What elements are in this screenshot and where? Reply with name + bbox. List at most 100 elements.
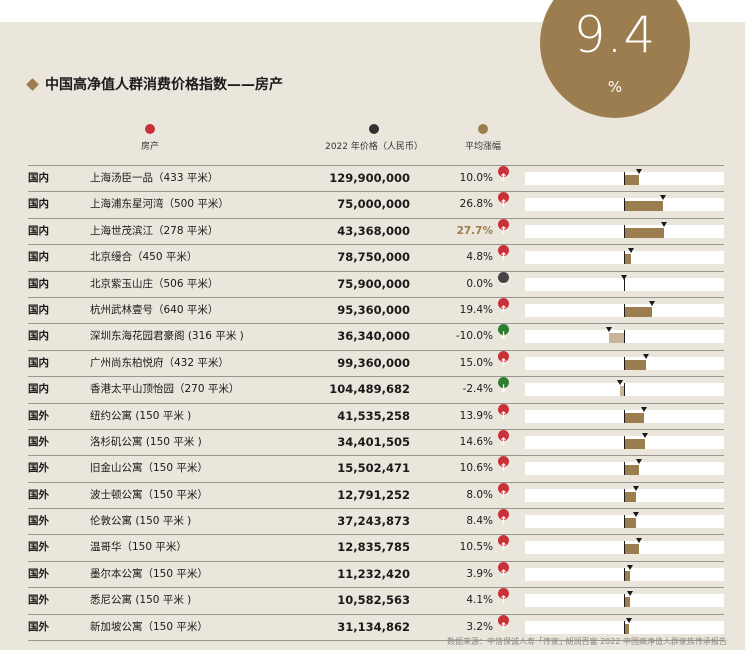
change-marker-icon: [642, 432, 649, 438]
property-name: 杭州武林壹号（640 平米）: [90, 303, 219, 316]
property-name: 温哥华（150 平米）: [90, 541, 187, 554]
region-label: 国外: [28, 567, 49, 580]
price-value: 75,000,000: [337, 197, 410, 212]
table-row: 国外 伦敦公寓 (150 平米 ) 37,243,873 8.4% ↑: [28, 509, 724, 536]
change-bar-track: [525, 591, 724, 608]
change-bar-track: [525, 538, 724, 555]
change-bar: [624, 438, 646, 449]
property-name: 悉尼公寓 (150 平米 ): [90, 594, 192, 607]
change-value: 4.1%: [466, 594, 493, 607]
price-value: 129,900,000: [329, 171, 410, 185]
change-bar-track: [525, 195, 724, 212]
region-label: 国内: [28, 383, 49, 396]
zero-axis: [624, 383, 625, 397]
table-row: 国内 上海浦东星河湾（500 平米） 75,000,000 26.8% ↑: [28, 192, 724, 219]
zero-axis: [624, 515, 625, 529]
price-value: 34,401,505: [337, 434, 410, 449]
table-row: 国内 北京紫玉山庄（506 平米） 75,900,000 0.0% –: [28, 271, 724, 298]
zero-axis: [624, 330, 625, 344]
zero-axis: [624, 462, 625, 476]
change-bar-track: [525, 617, 724, 634]
property-name: 旧金山公寓（150 平米）: [90, 462, 208, 475]
change-value: 19.4%: [459, 303, 493, 316]
change-bar: [624, 306, 653, 317]
table-row: 国内 上海世茂滨江（278 平米） 43,368,000 27.7% ↑: [28, 218, 724, 246]
region-label: 国内: [28, 330, 49, 343]
region-label: 国外: [28, 594, 49, 607]
arrow-up-icon: ↑: [498, 166, 509, 184]
red-dot-icon: [145, 124, 155, 134]
arrow-up-icon: ↑: [498, 456, 509, 474]
zero-axis: [624, 251, 625, 265]
table-row: 国内 北京缦合（450 平米） 78,750,000 4.8% ↑: [28, 245, 724, 272]
region-label: 国内: [28, 198, 49, 211]
price-value: 37,243,873: [337, 514, 410, 529]
change-bar-track: [525, 169, 724, 185]
change-marker-icon: [621, 274, 627, 280]
change-bar: [609, 333, 624, 344]
change-bar: [624, 175, 639, 185]
price-value: 36,340,000: [337, 329, 410, 344]
table-row: 国外 温哥华（150 平米） 12,835,785 10.5% ↑: [28, 535, 724, 562]
price-value: 43,368,000: [337, 223, 410, 238]
price-value: 12,791,252: [337, 487, 410, 502]
change-value: 4.8%: [466, 251, 493, 264]
change-bar-track: [525, 380, 724, 397]
dark-dot-icon: [369, 124, 379, 134]
change-bar-track: [525, 353, 724, 370]
change-marker-icon: [649, 300, 656, 306]
price-value: 104,489,682: [329, 382, 410, 397]
data-source: 数据来源：中信保诚人寿「传家」·胡润百富 2022 中国高净值人群家族传承报告: [447, 637, 727, 646]
change-value: -10.0%: [455, 330, 493, 343]
price-value: 12,835,785: [337, 540, 410, 555]
change-bar: [624, 623, 629, 634]
zero-axis: [624, 488, 625, 502]
arrow-up-icon: ↑: [498, 561, 509, 580]
legend-property-label: 房产: [140, 142, 159, 152]
table-row: 国内 上海汤臣一品（433 平米） 129,900,000 10.0% ↑: [28, 165, 724, 193]
arrow-down-icon: ↓: [498, 377, 509, 395]
change-marker-icon: [641, 406, 648, 412]
change-value: 3.9%: [466, 567, 493, 580]
average-increase-unit: %: [607, 78, 623, 96]
property-name: 北京紫玉山庄（506 平米）: [90, 277, 219, 290]
region-label: 国内: [28, 303, 49, 316]
legend-property: 房产: [120, 124, 180, 152]
arrow-up-icon: ↑: [498, 614, 509, 633]
change-value: 10.6%: [459, 462, 493, 475]
change-bar-track: [525, 248, 724, 265]
minus-icon: –: [498, 271, 509, 290]
change-value: 15.0%: [459, 356, 493, 369]
change-marker-icon: [635, 169, 642, 174]
property-name: 洛杉矶公寓 (150 平米 ): [90, 435, 202, 448]
region-label: 国外: [28, 620, 49, 633]
change-bar: [624, 570, 630, 581]
title-row: 中国高净值人群消费价格指数——房产: [26, 74, 283, 94]
arrow-up-icon: ↑: [498, 588, 509, 606]
property-name: 深圳东海花园君豪阁 (316 平米 ): [90, 330, 244, 343]
change-marker-icon: [642, 353, 649, 359]
property-name: 上海世茂滨江（278 平米）: [90, 224, 219, 237]
region-label: 国外: [28, 435, 49, 448]
region-label: 国内: [28, 224, 49, 237]
change-value: 26.8%: [459, 198, 493, 211]
change-marker-icon: [606, 327, 613, 333]
property-name: 波士顿公寓（150 平米）: [90, 488, 208, 501]
change-marker-icon: [625, 617, 632, 623]
property-name: 伦敦公寓 (150 平米 ): [90, 515, 192, 528]
arrow-up-icon: ↑: [498, 218, 509, 237]
zero-axis: [624, 620, 625, 634]
change-bar: [624, 359, 646, 370]
property-name: 新加坡公寓（150 平米）: [90, 620, 208, 633]
zero-axis: [624, 224, 625, 238]
change-value: 0.0%: [466, 277, 493, 290]
region-label: 国内: [28, 277, 49, 290]
zero-axis: [624, 435, 625, 449]
arrow-up-icon: ↑: [498, 509, 509, 527]
change-bar-track: [525, 459, 724, 476]
price-value: 78,750,000: [337, 250, 410, 265]
table-row: 国内 杭州武林壹号（640 平米） 95,360,000 19.4% ↑: [28, 297, 724, 325]
table-row: 国外 洛杉矶公寓 (150 平米 ) 34,401,505 14.6% ↑: [28, 429, 724, 457]
property-table: 国内 上海汤臣一品（433 平米） 129,900,000 10.0% ↑ 国内 上海浦东星…: [28, 165, 724, 642]
change-value: 13.9%: [459, 409, 493, 422]
